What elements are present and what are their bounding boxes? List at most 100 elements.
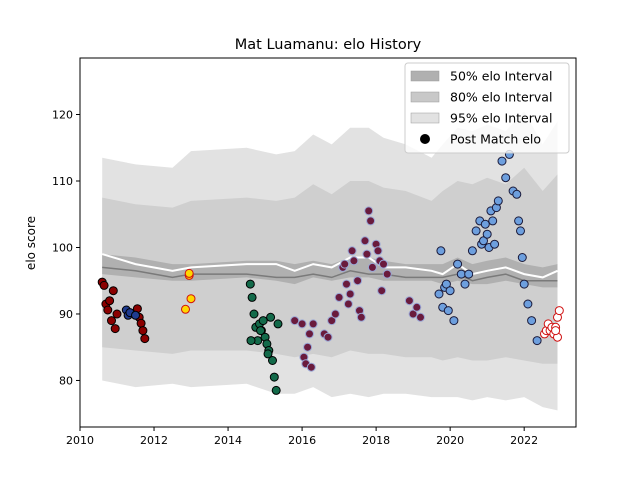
data-point [416,312,425,322]
data-point [342,279,351,289]
data-point [327,316,337,326]
data-point [263,349,273,359]
data-point [353,276,363,286]
data-point [514,216,524,226]
x-tick-label: 2022 [510,434,538,447]
data-point [366,216,376,226]
legend-items: 50% elo Interval 80% elo Interval 95% elo … [410,69,552,147]
data-point [434,289,444,299]
post-match-points [97,149,564,395]
data-point [249,309,259,319]
data-point [554,306,564,316]
data-point [108,286,118,296]
data-point [308,319,318,329]
median-line [102,266,558,282]
data-point [517,253,527,262]
data-point [246,336,256,346]
data-point [112,309,122,319]
data-point [453,259,463,269]
y-tick-label: 100 [52,241,73,254]
y-tick-label: 120 [52,109,73,122]
data-point [467,246,477,256]
data-point [247,292,257,302]
data-point [349,256,359,266]
data-point [551,326,561,336]
data-point [482,229,492,239]
x-tick-label: 2014 [214,434,242,447]
data-point [140,334,150,344]
band-50 [102,254,558,288]
data-point [131,310,140,320]
data-point [443,306,453,316]
data-point [488,216,498,226]
legend-swatch [410,70,440,82]
x-axis-ticks: 2010 2012 2014 2016 2018 2020 2022 [66,427,538,447]
legend-label: 50% elo Interval [450,69,552,84]
data-point [527,316,537,326]
data-point [362,249,372,259]
data-point [471,226,481,236]
data-point [184,268,194,278]
data-point [271,385,281,395]
data-point [436,246,446,256]
data-point [303,342,313,352]
data-point [532,336,542,346]
plot-frame [79,57,577,428]
data-point [345,289,355,299]
data-point [181,304,190,314]
legend-swatch [410,112,440,124]
data-point [464,269,474,279]
data-point [290,316,300,326]
data-point [340,259,350,269]
data-point [110,324,120,334]
legend-box [404,62,570,154]
legend-label: Post Match elo [450,132,541,147]
legend: 50% elo Interval 80% elo Interval 95% elo … [404,62,570,154]
data-point [441,279,451,289]
data-point [373,246,383,256]
data-point [493,196,503,206]
data-point [306,362,316,372]
x-tick-label: 2018 [362,434,390,447]
data-point [138,326,148,336]
data-point [136,318,146,328]
data-point [460,279,470,289]
data-point [245,279,255,289]
y-tick-label: 80 [59,374,73,387]
data-point [99,280,109,290]
data-point [258,316,268,326]
data-point [456,269,466,279]
data-point [364,206,374,216]
data-point [379,259,388,269]
x-tick-label: 2012 [140,434,168,447]
data-point [479,236,488,246]
y-tick-label: 110 [52,175,73,188]
data-point [449,316,459,326]
data-point [519,279,529,289]
data-point [404,296,414,306]
y-axis-ticks: 80 90 100 110 120 [52,109,80,387]
data-point [356,312,366,322]
data-point [523,299,533,309]
data-point [186,294,196,304]
data-point [334,292,344,302]
x-tick-label: 2010 [66,434,94,447]
data-point [330,309,340,319]
legend-label: 80% elo Interval [450,90,552,105]
data-point [445,286,455,296]
x-tick-label: 2020 [436,434,464,447]
data-point [103,305,113,315]
data-point [305,329,314,339]
data-point [412,302,422,312]
legend-swatch [410,91,440,103]
chart-title: Mat Luamanu: elo History [235,37,422,53]
data-point [273,319,283,329]
data-point [497,156,507,166]
data-point [512,189,522,199]
data-point [347,246,357,256]
data-point [269,372,279,382]
legend-marker [420,134,430,144]
data-point [105,296,115,306]
data-point [367,262,377,272]
